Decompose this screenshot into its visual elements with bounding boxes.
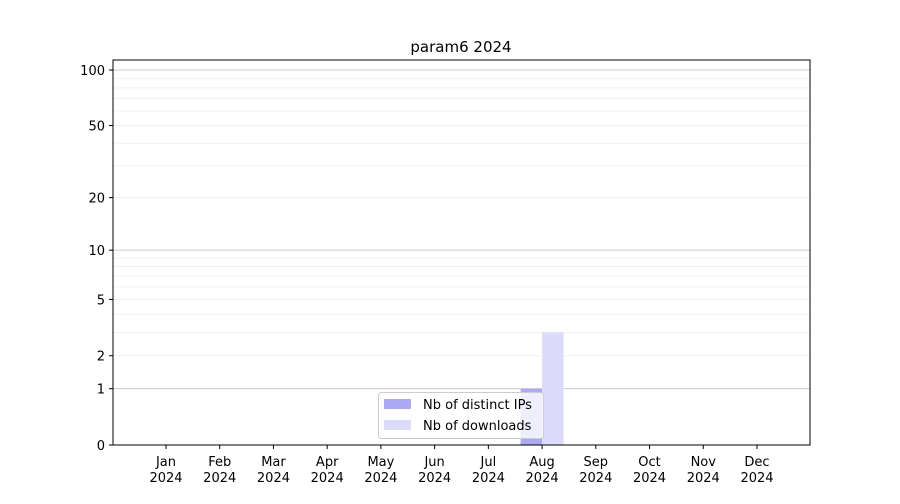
plot-frame (112, 59, 811, 446)
x-tick-label: Nov (691, 455, 717, 470)
x-tick-label-year: 2024 (203, 471, 236, 486)
x-tick-label: Oct (638, 455, 660, 470)
x-tick-label-year: 2024 (526, 471, 559, 486)
x-tick-label: May (367, 455, 394, 470)
x-tick-label-year: 2024 (364, 471, 397, 486)
x-tick-label-year: 2024 (579, 471, 612, 486)
y-axis: 0 1 2 5 10 20 50 100 (80, 64, 113, 454)
grid (113, 69, 810, 390)
x-tick-label: Mar (261, 455, 286, 470)
y-tick-label: 5 (97, 293, 105, 308)
y-tick-label: 20 (88, 192, 105, 207)
legend-swatch (384, 420, 411, 430)
y-tick-label: 2 (97, 350, 105, 365)
x-tick-label: Sep (584, 455, 609, 470)
x-tick-label-year: 2024 (311, 471, 344, 486)
x-tick-label-year: 2024 (418, 471, 451, 486)
x-tick-label: Jul (480, 455, 497, 470)
x-tick-label: Jan (155, 455, 176, 470)
x-tick-label-year: 2024 (687, 471, 720, 486)
x-tick-label: Feb (208, 455, 231, 470)
y-tick-label: 1 (97, 383, 105, 398)
y-tick-label: 0 (97, 439, 105, 454)
x-tick-label-year: 2024 (472, 471, 505, 486)
x-tick-label-year: 2024 (633, 471, 666, 486)
x-tick-label-year: 2024 (149, 471, 182, 486)
x-axis: Jan2024Feb2024Mar2024Apr2024May2024Jun20… (149, 445, 774, 486)
legend-box (378, 392, 544, 439)
chart-title: param6 2024 (410, 38, 511, 56)
y-tick-label: 50 (88, 120, 105, 135)
legend: Nb of distinct IPs Nb of downloads (378, 392, 544, 439)
legend-swatch (384, 399, 411, 409)
y-tick-label: 10 (88, 244, 105, 259)
x-tick-label-year: 2024 (740, 471, 773, 486)
legend-label: Nb of distinct IPs (423, 398, 532, 413)
legend-label: Nb of downloads (423, 419, 532, 434)
x-tick-label: Apr (316, 455, 339, 470)
x-tick-label: Dec (744, 455, 769, 470)
x-tick-label: Jun (423, 455, 444, 470)
x-tick-label: Aug (529, 455, 554, 470)
x-tick-label-year: 2024 (257, 471, 290, 486)
bar-downloads (542, 332, 564, 445)
y-tick-label: 100 (80, 64, 105, 79)
